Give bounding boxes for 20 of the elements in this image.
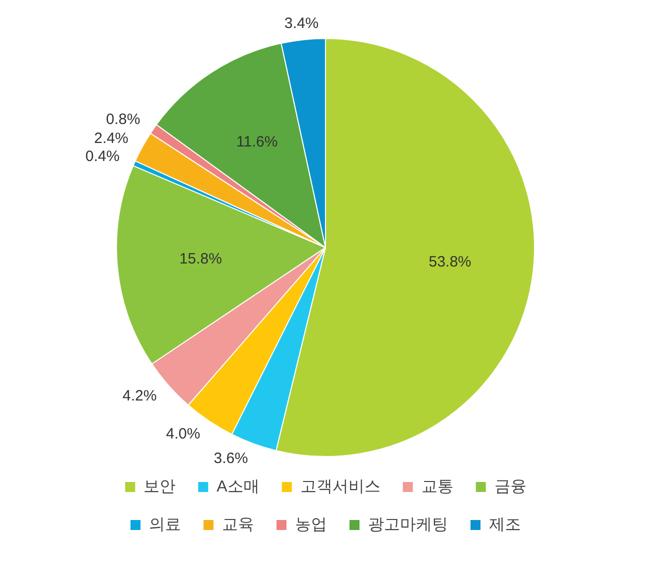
data-label: 53.8% — [428, 254, 472, 271]
legend-label: 보안 — [144, 478, 176, 496]
data-label: 3.6% — [214, 450, 248, 467]
data-label: 0.8% — [106, 111, 140, 128]
data-label: 11.6% — [236, 134, 278, 151]
legend-label: 고객서비스 — [300, 478, 380, 496]
legend-label: A소매 — [216, 478, 260, 496]
legend-label: 의료 — [149, 516, 181, 534]
legend-label: 교육 — [222, 516, 254, 534]
legend-label: 농업 — [295, 516, 327, 534]
legend-label: 제조 — [489, 516, 521, 534]
data-label: 0.4% — [85, 148, 120, 165]
data-label: 2.4% — [94, 130, 128, 148]
data-label: 15.8% — [179, 250, 222, 268]
legend-label: 금융 — [494, 478, 526, 496]
data-label: 4.2% — [122, 387, 157, 404]
data-label: 4.0% — [166, 426, 200, 443]
legend-label: 교통 — [421, 478, 454, 496]
legend-label: 광고마케팅 — [368, 516, 448, 534]
data-label: 3.4% — [284, 14, 319, 32]
